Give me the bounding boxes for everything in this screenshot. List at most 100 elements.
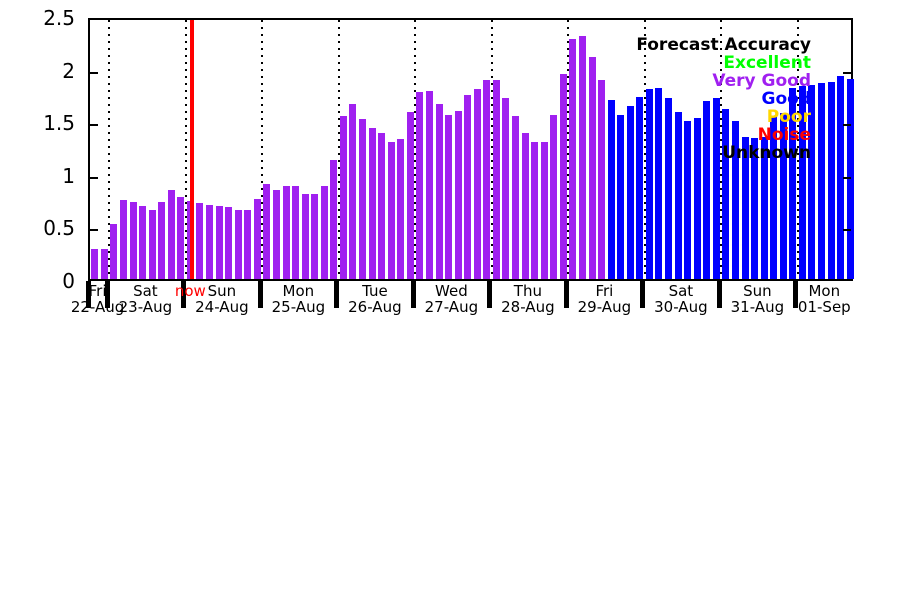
y-axis-tick (843, 176, 851, 179)
day-label: Mon 25-Aug (238, 284, 358, 315)
day-label: Sun 31-Aug (697, 284, 817, 315)
wave-bar (129, 202, 137, 279)
y-axis-tick (90, 71, 98, 74)
wave-bar (674, 111, 682, 279)
wave-bar (684, 121, 692, 279)
wave-bar (540, 142, 548, 279)
wave-bar (741, 136, 749, 279)
day-boundary-dotted-line (108, 20, 111, 279)
wave-bar (339, 115, 347, 279)
day-name: Mon (282, 282, 315, 300)
day-date: 01-Sep (797, 298, 851, 316)
wave-bar (425, 90, 433, 279)
day-date: 26-Aug (348, 298, 402, 316)
day-label: Sat 23-Aug (85, 284, 205, 315)
x-axis-major-tick (257, 281, 263, 308)
y-axis-tick (843, 229, 851, 232)
day-label: Wed 27-Aug (391, 284, 511, 315)
day-label: Tue 26-Aug (315, 284, 435, 315)
wave-bar (225, 207, 233, 279)
wave-bar (406, 111, 414, 279)
wave-bar (588, 57, 596, 279)
x-axis-major-tick (181, 281, 187, 308)
x-axis-major-tick (563, 281, 569, 308)
wave-bar (693, 118, 701, 279)
wave-bar (502, 98, 510, 279)
now-label: now (174, 282, 206, 300)
legend-entry-noise: Noise (757, 125, 811, 145)
wave-bar (722, 108, 730, 279)
x-axis-major-tick (487, 281, 493, 308)
wave-bar (598, 80, 606, 279)
wave-bar (349, 104, 357, 279)
day-date: 24-Aug (195, 298, 249, 316)
y-axis-tick (90, 229, 98, 232)
x-axis-major-tick (85, 281, 91, 308)
wave-bar (578, 36, 586, 279)
wave-bar (636, 97, 644, 279)
wave-bar (770, 115, 778, 279)
wave-bar (387, 142, 395, 279)
day-label: Sat 30-Aug (621, 284, 741, 315)
day-boundary-dotted-line (796, 20, 799, 279)
day-boundary-dotted-line (643, 20, 646, 279)
day-label: Mon 01-Sep (764, 284, 884, 315)
wave-bar (320, 186, 328, 279)
wave-bar (416, 91, 424, 279)
wave-bar (712, 98, 720, 279)
day-label: Fri 29-Aug (544, 284, 664, 315)
forecast-accuracy-legend: Forecast Accuracy Excellent Very Good Good… (636, 36, 811, 162)
day-label: Sun 24-Aug (162, 284, 282, 315)
x-axis-major-tick (334, 281, 340, 308)
day-name: Sun (743, 282, 772, 300)
day-name: Sun (207, 282, 237, 300)
wave-bar (330, 160, 338, 279)
y-tick-label: 1 (62, 163, 75, 188)
wave-bar (645, 88, 653, 279)
day-name: Mon (808, 282, 841, 300)
wave-bar (158, 202, 166, 279)
day-date: 25-Aug (271, 298, 326, 316)
day-label: Fri 22-Aug (38, 284, 158, 315)
wave-bar (559, 73, 567, 279)
wave-bar (311, 193, 319, 279)
wave-bar (760, 136, 768, 279)
day-boundary-dotted-line (490, 20, 493, 279)
wave-bar (512, 115, 520, 279)
y-axis-tick (90, 124, 98, 127)
wave-bar (665, 98, 673, 279)
legend-entry-good: Good (761, 89, 811, 109)
day-name: Sat (133, 282, 158, 300)
wave-bar (435, 104, 443, 279)
day-name: Tue (362, 282, 388, 300)
wave-bar (368, 127, 376, 279)
wave-bar (215, 206, 223, 279)
wave-bar (569, 39, 577, 279)
day-name: Fri (88, 282, 107, 300)
x-axis-major-tick (640, 281, 646, 308)
legend-entry-very-good: Very Good (712, 71, 811, 91)
wave-bar (206, 205, 214, 279)
day-boundary-dotted-line (337, 20, 340, 279)
day-name: Thu (513, 282, 542, 300)
y-axis-tick (843, 124, 851, 127)
wave-bar (492, 80, 500, 279)
wave-bar (167, 189, 175, 279)
wave-bar (464, 94, 472, 279)
wave-bar (607, 100, 615, 279)
wave-bar (846, 79, 854, 279)
wave-bar (253, 199, 261, 279)
wave-bar (731, 121, 739, 279)
day-boundary-dotted-line (261, 20, 264, 279)
wave-bar (445, 114, 453, 279)
wave-bar (272, 189, 280, 279)
wave-bar (177, 196, 185, 279)
wave-bar (808, 85, 816, 279)
x-axis-major-tick (104, 281, 110, 308)
wave-bar (617, 114, 625, 279)
wave-bar (359, 119, 367, 279)
plot-area: Forecast Accuracy Excellent Very Good Good… (88, 18, 854, 281)
day-date: 31-Aug (730, 298, 785, 316)
wave-bar (110, 224, 118, 279)
wave-bar (818, 83, 826, 279)
